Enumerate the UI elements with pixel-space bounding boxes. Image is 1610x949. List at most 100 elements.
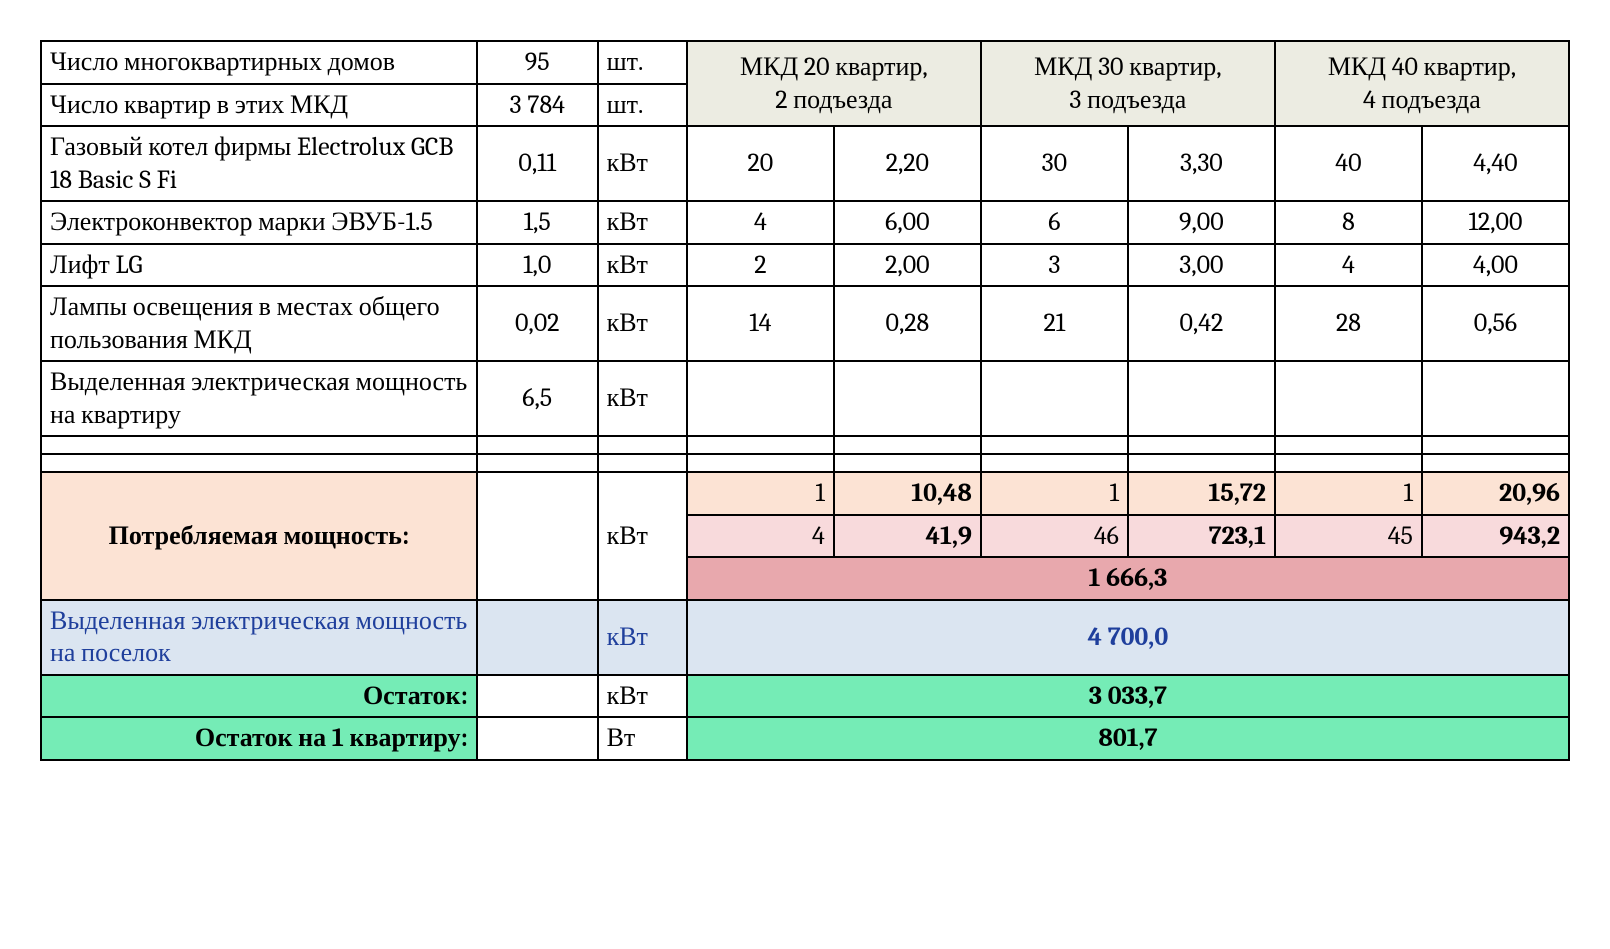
cell: 21 <box>981 286 1128 361</box>
group3-line1: МКД 40 квартир, <box>1328 52 1516 82</box>
row-val: 1,5 <box>477 201 598 244</box>
row-unit: кВт <box>598 201 687 244</box>
cell: 30 <box>981 126 1128 201</box>
row-val: 0,02 <box>477 286 598 361</box>
cell: 20 <box>687 126 834 201</box>
houses-label: Число многоквартирных домов <box>41 41 477 84</box>
remainder-label: Остаток: <box>41 675 477 718</box>
group1-line1: МКД 20 квартир, <box>740 52 928 82</box>
spacer-row <box>41 436 1569 454</box>
flats-value: 3 784 <box>477 84 598 127</box>
cell: 41,9 <box>834 515 981 558</box>
allocated-label: Выделенная электрическая мощность на пос… <box>41 600 477 675</box>
flats-unit: шт. <box>598 84 687 127</box>
remainder-value: 3 033,7 <box>687 675 1569 718</box>
row-name: Электроконвектор марки ЭВУБ-1.5 <box>41 201 477 244</box>
cell <box>834 361 981 436</box>
row-val: 1,0 <box>477 244 598 287</box>
consumed-label: Потребляемая мощность: <box>41 472 477 600</box>
cell <box>1275 361 1422 436</box>
cell: 943,2 <box>1422 515 1569 558</box>
row-val: 0,11 <box>477 126 598 201</box>
cell: 0,28 <box>834 286 981 361</box>
perflat-row: Остаток на 1 квартиру: Вт 801,7 <box>41 717 1569 760</box>
cell <box>687 361 834 436</box>
cell: 6 <box>981 201 1128 244</box>
table-row: Лампы освещения в местах общего пользова… <box>41 286 1569 361</box>
cell: 4 <box>687 515 834 558</box>
group2-header: МКД 30 квартир, 3 подъезда <box>981 41 1275 126</box>
cell <box>1128 361 1275 436</box>
power-table: Число многоквартирных домов 95 шт. МКД 2… <box>40 40 1570 761</box>
row-unit: кВт <box>598 126 687 201</box>
allocated-row: Выделенная электрическая мощность на пос… <box>41 600 1569 675</box>
table-row: Лифт LG 1,0 кВт 2 2,00 3 3,00 4 4,00 <box>41 244 1569 287</box>
group1-header: МКД 20 квартир, 2 подъезда <box>687 41 981 126</box>
group3-header: МКД 40 квартир, 4 подъезда <box>1275 41 1569 126</box>
cell: 723,1 <box>1128 515 1275 558</box>
row-name: Лампы освещения в местах общего пользова… <box>41 286 477 361</box>
spacer-row <box>41 454 1569 472</box>
table-row: Газовый котел фирмы Electrolux GCB 18 Ba… <box>41 126 1569 201</box>
cell: 8 <box>1275 201 1422 244</box>
perflat-value: 801,7 <box>687 717 1569 760</box>
row-name: Лифт LG <box>41 244 477 287</box>
cell: 1 <box>981 472 1128 515</box>
group2-line2: 3 подъезда <box>1069 85 1186 115</box>
allocated-unit: кВт <box>598 600 687 675</box>
remainder-row: Остаток: кВт 3 033,7 <box>41 675 1569 718</box>
row-unit: кВт <box>598 361 687 436</box>
cell: 9,00 <box>1128 201 1275 244</box>
cell: 4 <box>1275 244 1422 287</box>
cell: 3,30 <box>1128 126 1275 201</box>
flats-label: Число квартир в этих МКД <box>41 84 477 127</box>
cell: 4,00 <box>1422 244 1569 287</box>
cell: 46 <box>981 515 1128 558</box>
perflat-label: Остаток на 1 квартиру: <box>41 717 477 760</box>
cell <box>981 361 1128 436</box>
group1-line2: 2 подъезда <box>775 85 892 115</box>
table-row: Выделенная электрическая мощность на ква… <box>41 361 1569 436</box>
houses-value: 95 <box>477 41 598 84</box>
perflat-unit: Вт <box>598 717 687 760</box>
consumed-total: 1 666,3 <box>687 557 1569 600</box>
cell: 3 <box>981 244 1128 287</box>
empty-cell <box>477 717 598 760</box>
empty-cell <box>477 472 598 600</box>
cell: 15,72 <box>1128 472 1275 515</box>
row-unit: кВт <box>598 286 687 361</box>
remainder-unit: кВт <box>598 675 687 718</box>
group3-line2: 4 подъезда <box>1363 85 1481 115</box>
cell: 2,00 <box>834 244 981 287</box>
cell: 2,20 <box>834 126 981 201</box>
consumed-unit: кВт <box>598 472 687 600</box>
cell: 0,56 <box>1422 286 1569 361</box>
cell: 12,00 <box>1422 201 1569 244</box>
cell: 1 <box>687 472 834 515</box>
cell: 3,00 <box>1128 244 1275 287</box>
cell: 45 <box>1275 515 1422 558</box>
houses-unit: шт. <box>598 41 687 84</box>
cell: 14 <box>687 286 834 361</box>
cell: 28 <box>1275 286 1422 361</box>
consumed-row-1: Потребляемая мощность: кВт 1 10,48 1 15,… <box>41 472 1569 515</box>
row-name: Газовый котел фирмы Electrolux GCB 18 Ba… <box>41 126 477 201</box>
table-row: Электроконвектор марки ЭВУБ-1.5 1,5 кВт … <box>41 201 1569 244</box>
allocated-value: 4 700,0 <box>687 600 1569 675</box>
cell: 2 <box>687 244 834 287</box>
row-val: 6,5 <box>477 361 598 436</box>
cell: 4,40 <box>1422 126 1569 201</box>
cell: 10,48 <box>834 472 981 515</box>
cell: 6,00 <box>834 201 981 244</box>
row-unit: кВт <box>598 244 687 287</box>
empty-cell <box>477 675 598 718</box>
row-name: Выделенная электрическая мощность на ква… <box>41 361 477 436</box>
cell: 4 <box>687 201 834 244</box>
cell <box>1422 361 1569 436</box>
cell: 1 <box>1275 472 1422 515</box>
cell: 0,42 <box>1128 286 1275 361</box>
empty-cell <box>477 600 598 675</box>
cell: 40 <box>1275 126 1422 201</box>
cell: 20,96 <box>1422 472 1569 515</box>
group2-line1: МКД 30 квартир, <box>1034 52 1221 82</box>
